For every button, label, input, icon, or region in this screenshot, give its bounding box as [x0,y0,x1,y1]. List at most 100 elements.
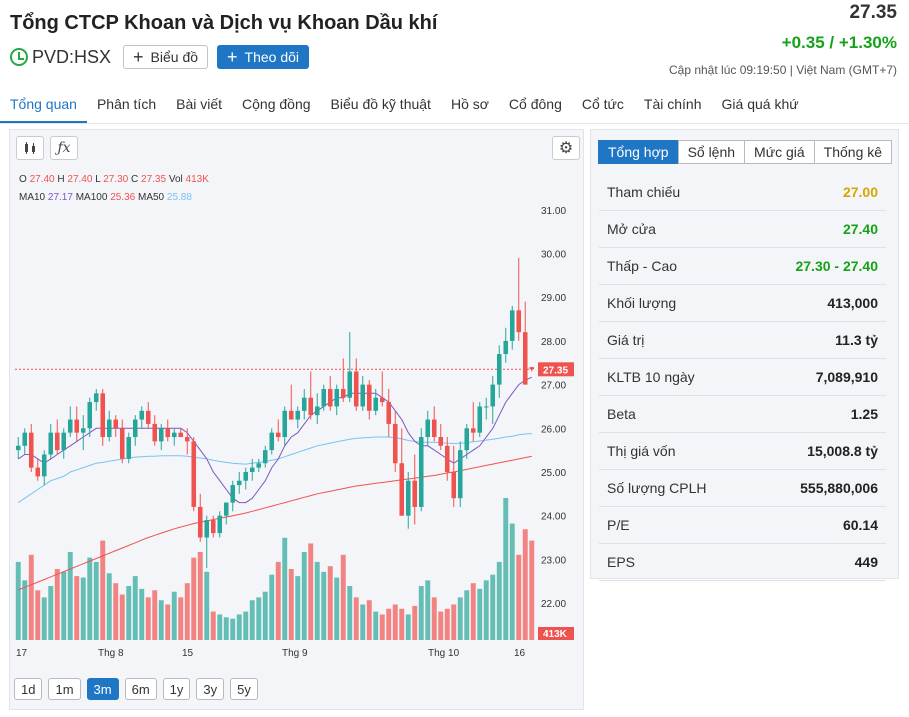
candle-body [269,432,275,451]
tab-price-history[interactable]: Giá quá khứ [721,96,799,112]
ticker-row: PVD:HSX + Biểu đồ + Theo dõi [10,45,318,69]
summary-row-value: 413,000 [827,295,878,311]
range-6m-button[interactable]: 6m [124,678,157,700]
function-icon: ƒx [57,140,71,156]
candlestick-type-button[interactable] [16,136,44,160]
tab-statistics[interactable]: Thống kê [813,140,893,164]
x-tick-label: Thg 10 [428,648,460,659]
volume-bar [529,540,535,640]
gear-icon: ⚙ [558,140,574,157]
candle-body [191,441,197,507]
volume-bar [464,590,470,640]
tab-price-levels[interactable]: Mức giá [744,140,815,164]
volume-bar [48,586,54,640]
candle-body [145,410,151,424]
candle-body [321,388,327,407]
summary-row-value: 15,008.8 tỷ [807,443,878,459]
high-value: 27.40 [67,174,93,185]
candle-body [249,467,255,472]
tab-technical-chart[interactable]: Biểu đồ kỹ thuật [330,96,431,112]
chart-button-label: Biểu đồ [150,49,199,65]
volume-bar [74,576,80,640]
volume-bar [113,583,119,640]
tab-community[interactable]: Cộng đồng [242,96,311,112]
candle-body [516,310,522,333]
candle-body [139,410,145,420]
candle-body [204,520,210,538]
range-selector: 1d 1m 3m 6m 1y 3y 5y [14,678,264,700]
candle-body [15,445,21,451]
candle-body [48,432,54,455]
range-3y-button[interactable]: 3y [196,678,225,700]
tab-overview[interactable]: Tổng quan [0,92,87,123]
range-5y-button[interactable]: 5y [230,678,258,700]
tab-shareholders[interactable]: Cổ đông [508,96,562,112]
summary-row: Số lượng CPLH 555,880,006 [599,470,886,507]
ma-legend: MA10 27.17 MA100 25.36 MA50 25.88 [19,192,192,203]
summary-tabs: Tổng hợp Sổ lệnh Mức giá Thống kê [598,140,893,164]
volume-bar [503,498,509,640]
volume-bar [158,600,164,640]
volume-bar [366,600,372,640]
y-tick-label: 27.00 [541,381,566,392]
x-tick-label: 17 [16,648,28,659]
tab-summary[interactable]: Tổng hợp [598,140,679,164]
candle-body [217,515,223,534]
summary-row-value: 1.25 [850,406,878,422]
volume-bar [405,614,411,640]
candle-body [470,428,476,433]
chart-settings-button[interactable]: ⚙ [552,136,580,160]
candle-body [483,406,489,408]
range-3m-button[interactable]: 3m [86,678,119,700]
candle-body [236,480,242,486]
volume-bar [132,576,138,640]
plus-icon: + [227,47,238,67]
volume-bar [171,591,177,640]
candle-body [165,428,171,438]
candle-body [282,410,288,438]
candle-body [100,393,106,438]
tab-analysis[interactable]: Phân tích [96,96,157,112]
ticker-symbol: PVD:HSX [32,46,112,67]
volume-bar [191,557,197,640]
candle-body [132,419,138,438]
chart-button[interactable]: + Biểu đồ [123,45,209,69]
volume-bar [418,586,424,640]
candle-body [522,332,528,385]
candle-body [438,437,444,446]
range-1d-button[interactable]: 1d [14,678,43,700]
candle-body [184,437,190,442]
x-tick-label: 15 [182,648,194,659]
candle-body [106,419,112,438]
tab-order-book[interactable]: Sổ lệnh [677,140,746,164]
volume-bar [509,523,515,640]
tab-profile[interactable]: Hồ sơ [450,96,489,112]
volume-bar [204,571,210,640]
candle-body [503,340,509,355]
indicators-button[interactable]: ƒx [50,136,78,160]
volume-bar [373,611,379,640]
price-chart[interactable]: 31.00 30.00 29.00 28.00 27.00 26.00 25.00 24.00… [10,130,583,660]
tab-articles[interactable]: Bài viết [176,96,223,112]
candle-body [464,428,470,451]
volume-bar [152,590,158,640]
candle-body [87,402,93,429]
update-time: Cập nhật lúc 09:19:50 | Việt Nam (GMT+7) [668,63,897,77]
summary-row: Mở cửa 27.40 [599,211,886,248]
range-1y-button[interactable]: 1y [162,678,191,700]
candle-body [418,437,424,507]
volume-bar [41,597,47,640]
volume-bar [392,604,398,640]
follow-button[interactable]: + Theo dõi [217,45,310,69]
candle-body [295,410,301,420]
range-1m-button[interactable]: 1m [48,678,81,700]
ma50-value: 25.88 [166,192,192,203]
tab-financials[interactable]: Tài chính [643,96,702,112]
tab-dividends[interactable]: Cổ tức [581,96,624,112]
candle-body [314,406,320,416]
summary-row-value: 11.3 tỷ [835,332,878,348]
summary-row: Khối lượng 413,000 [599,285,886,322]
summary-row-label: Thị giá vốn [607,443,676,459]
volume-bar [516,554,522,640]
summary-row-value: 27.00 [842,184,878,200]
